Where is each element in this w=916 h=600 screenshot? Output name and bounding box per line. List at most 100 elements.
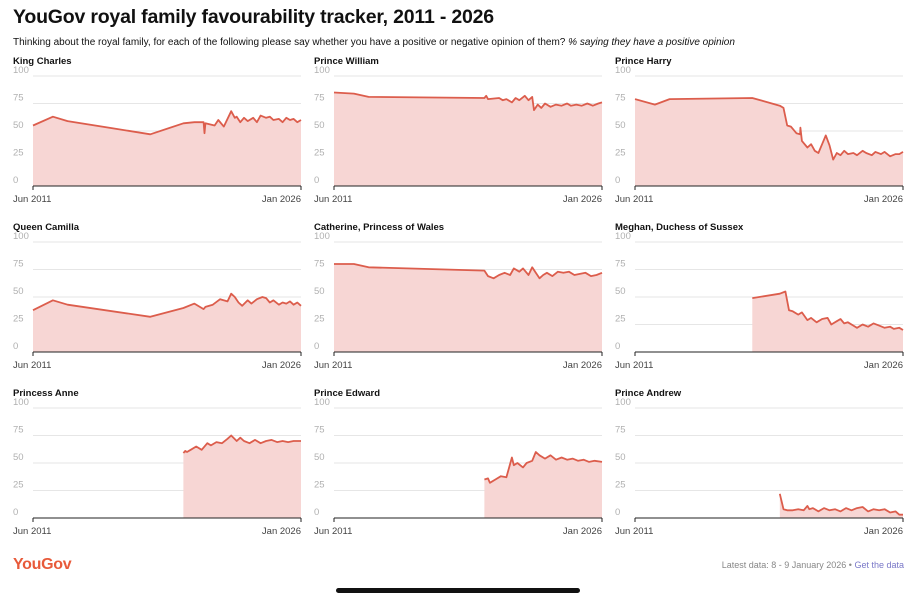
chart-svg: 0 25 50 75 100 Jun 2011 Jan 2026 <box>615 397 904 537</box>
y-tick-label: 100 <box>13 65 29 76</box>
x-tick-label: Jun 2011 <box>615 526 653 537</box>
y-tick-label: 0 <box>314 341 319 352</box>
chart-svg: 0 25 50 75 100 Jun 2011 Jan 2026 <box>314 231 603 371</box>
y-tick-label: 50 <box>13 452 24 463</box>
series-area <box>33 111 301 186</box>
y-tick-label: 0 <box>615 341 620 352</box>
y-tick-label: 0 <box>615 175 620 186</box>
chart-svg: 0 25 50 75 100 Jun 2011 Jan 2026 <box>615 231 904 371</box>
panel-title: Queen Camilla <box>13 222 79 233</box>
y-tick-label: 100 <box>314 397 330 408</box>
x-tick-label: Jan 2026 <box>262 526 301 537</box>
panel-title: Prince Harry <box>615 56 672 67</box>
panel-prince-william: Prince William 0 25 50 75 100 Jun 2011 Jan 2026 <box>314 52 614 212</box>
y-tick-label: 0 <box>615 507 620 518</box>
y-tick-label: 50 <box>615 120 626 131</box>
y-tick-label: 50 <box>314 452 325 463</box>
y-tick-label: 75 <box>615 259 626 270</box>
x-tick-label: Jun 2011 <box>13 194 51 205</box>
y-tick-label: 25 <box>13 314 24 325</box>
panel-prince-harry: Prince Harry 0 25 50 75 100 Jun 2011 Jan 2026 <box>615 52 915 212</box>
y-tick-label: 75 <box>314 259 325 270</box>
series-area <box>779 493 903 518</box>
x-tick-label: Jun 2011 <box>615 194 653 205</box>
y-tick-label: 0 <box>13 175 18 186</box>
panel-king-charles: King Charles 0 25 50 75 100 Jun 2011 Jan 2026 <box>13 52 313 212</box>
y-tick-label: 50 <box>13 286 24 297</box>
series-line <box>752 290 904 331</box>
x-tick-label: Jun 2011 <box>615 360 653 371</box>
footer-note: Latest data: 8 - 9 January 2026 • Get th… <box>722 560 904 570</box>
y-tick-label: 0 <box>13 507 18 518</box>
y-tick-label: 75 <box>13 425 24 436</box>
x-tick-label: Jun 2011 <box>314 526 352 537</box>
y-tick-label: 50 <box>13 120 24 131</box>
panel-queen-camilla: Queen Camilla 0 25 50 75 100 Jun 2011 Jan 2026 <box>13 218 313 378</box>
panel-catherine: Catherine, Princess of Wales 0 25 50 75 100 Ju… <box>314 218 614 378</box>
x-tick-label: Jan 2026 <box>864 360 903 371</box>
panel-title: Catherine, Princess of Wales <box>314 222 445 233</box>
y-tick-label: 0 <box>314 507 319 518</box>
chart-svg: 0 25 50 75 100 Jun 2011 Jan 2026 <box>314 65 603 205</box>
y-tick-label: 75 <box>615 425 626 436</box>
y-tick-label: 25 <box>615 148 626 159</box>
x-tick-label: Jan 2026 <box>563 194 602 205</box>
y-tick-label: 0 <box>13 341 18 352</box>
y-tick-label: 100 <box>13 231 29 242</box>
get-the-data-link[interactable]: Get the data <box>854 560 904 570</box>
panel-title: Meghan, Duchess of Sussex <box>615 222 744 233</box>
y-tick-label: 25 <box>615 314 626 325</box>
y-tick-label: 100 <box>615 65 631 76</box>
x-tick-label: Jan 2026 <box>262 194 301 205</box>
y-tick-label: 25 <box>314 314 325 325</box>
series-line <box>333 91 603 111</box>
small-multiples-grid: King Charles 0 25 50 75 100 Jun 2011 Jan 2026 P… <box>0 52 916 537</box>
panel-prince-andrew: Prince Andrew 0 25 50 75 100 Jun 2011 Jan 2026 <box>615 384 915 544</box>
chart-title: YouGov royal family favourability tracke… <box>13 6 494 28</box>
series-area <box>752 291 903 352</box>
y-tick-label: 75 <box>314 425 325 436</box>
chart-svg: 0 25 50 75 100 Jun 2011 Jan 2026 <box>615 65 904 205</box>
series-line <box>484 451 603 484</box>
y-tick-label: 75 <box>13 93 24 104</box>
x-tick-label: Jun 2011 <box>13 526 51 537</box>
y-tick-label: 100 <box>13 397 29 408</box>
chart-svg: 0 25 50 75 100 Jun 2011 Jan 2026 <box>13 397 302 537</box>
y-tick-label: 100 <box>314 231 330 242</box>
x-tick-label: Jan 2026 <box>262 360 301 371</box>
panel-title: Prince William <box>314 56 379 67</box>
series-line <box>32 292 302 318</box>
y-tick-label: 75 <box>615 93 626 104</box>
y-tick-label: 50 <box>314 120 325 131</box>
series-line <box>32 110 302 136</box>
series-line <box>634 97 904 161</box>
subtitle-note: % saying they have a positive opinion <box>568 37 735 48</box>
y-tick-label: 25 <box>13 148 24 159</box>
series-line <box>334 263 603 280</box>
chart-svg: 0 25 50 75 100 Jun 2011 Jan 2026 <box>314 397 603 537</box>
panel-title: Prince Edward <box>314 388 380 399</box>
y-tick-label: 25 <box>13 480 24 491</box>
y-tick-label: 75 <box>314 93 325 104</box>
series-area <box>334 264 602 352</box>
x-tick-label: Jun 2011 <box>13 360 51 371</box>
series-area <box>334 92 602 186</box>
yougov-logo: YouGov <box>13 556 72 573</box>
y-tick-label: 25 <box>314 480 325 491</box>
chart-svg: 0 25 50 75 100 Jun 2011 Jan 2026 <box>13 65 302 205</box>
y-tick-label: 75 <box>13 259 24 270</box>
x-tick-label: Jun 2011 <box>314 194 352 205</box>
home-indicator[interactable] <box>336 588 580 593</box>
panel-meghan: Meghan, Duchess of Sussex 0 25 50 75 100 Jun 2… <box>615 218 915 378</box>
y-tick-label: 100 <box>314 65 330 76</box>
y-tick-label: 50 <box>615 286 626 297</box>
x-tick-label: Jan 2026 <box>864 526 903 537</box>
x-tick-label: Jan 2026 <box>563 526 602 537</box>
panel-title: King Charles <box>13 56 72 67</box>
x-tick-label: Jun 2011 <box>314 360 352 371</box>
y-tick-label: 100 <box>615 231 631 242</box>
series-area <box>33 293 301 352</box>
panel-title: Prince Andrew <box>615 388 682 399</box>
y-tick-label: 25 <box>615 480 626 491</box>
y-tick-label: 0 <box>314 175 319 186</box>
